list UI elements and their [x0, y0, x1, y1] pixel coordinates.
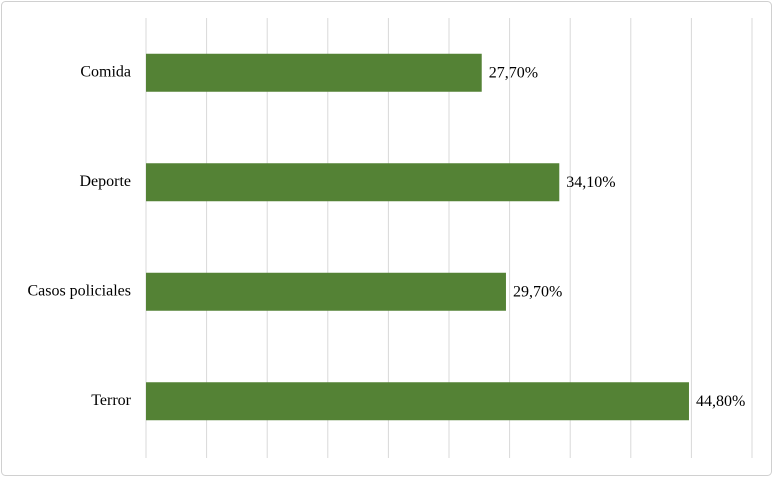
value-label: 34,10%: [566, 174, 615, 191]
y-tick-label: Deporte: [79, 173, 131, 190]
bar: [146, 163, 560, 202]
value-label: 27,70%: [489, 64, 538, 81]
bar: [146, 382, 689, 421]
bar: [146, 272, 506, 311]
y-tick-label: Terror: [91, 392, 131, 409]
bar: [146, 53, 482, 92]
y-tick-label: Casos policiales: [27, 282, 131, 299]
y-tick-label: Comida: [80, 63, 131, 80]
value-label: 44,80%: [696, 393, 745, 410]
value-label: 29,70%: [513, 283, 562, 300]
